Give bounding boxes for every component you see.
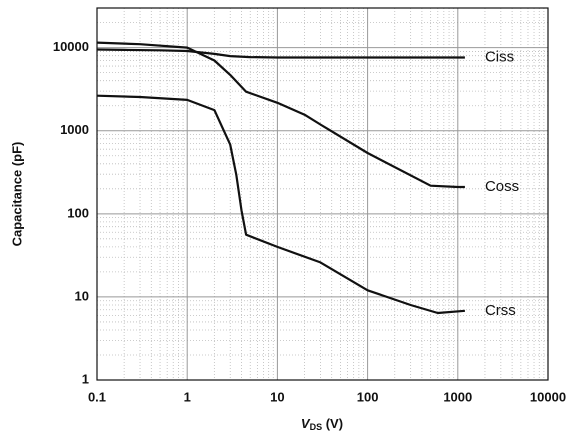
x-tick-label: 10 [270, 389, 284, 404]
y-tick-label: 1 [82, 371, 89, 386]
series-label: Ciss [485, 49, 514, 66]
x-tick-label: 10000 [530, 389, 566, 404]
series-label: Coss [485, 178, 519, 195]
y-axis-label: Capacitance (pF) [9, 142, 24, 247]
y-tick-label: 10000 [53, 39, 89, 54]
plot-frame [96, 7, 549, 381]
x-label-rest: (V) [322, 416, 343, 431]
x-axis-label: VDS (V) [301, 416, 343, 432]
x-tick-label: 1000 [443, 389, 472, 404]
x-tick-label: 0.1 [88, 389, 106, 404]
series-label: Crss [485, 302, 516, 319]
y-tick-label: 10 [75, 288, 89, 303]
series-line [96, 48, 465, 59]
x-tick-label: 1 [184, 389, 191, 404]
series-line [96, 94, 465, 315]
y-tick-label: 1000 [60, 122, 89, 137]
x-label-main: V [301, 416, 311, 431]
x-label-subscript: DS [310, 422, 323, 432]
y-tick-label: 100 [67, 205, 89, 220]
series-line [96, 41, 465, 189]
x-tick-label: 100 [357, 389, 379, 404]
